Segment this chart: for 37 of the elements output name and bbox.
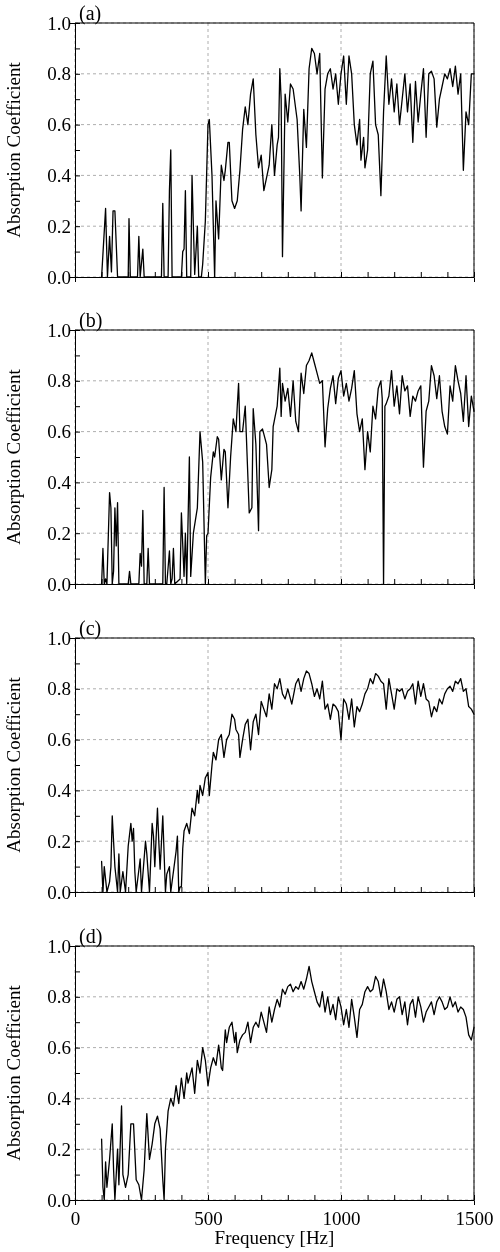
y-tick-label: 0.2: [47, 215, 71, 237]
y-tick-label: 1.0: [47, 12, 71, 34]
y-tick-label: 1.0: [47, 935, 71, 957]
y-tick-label: 0.8: [47, 370, 71, 392]
y-axis-title: Absorption Coefficient: [3, 368, 24, 545]
y-tick-label: 1.0: [47, 627, 71, 649]
y-tick-label: 0.0: [47, 881, 71, 903]
y-tick-label: 0.8: [47, 63, 71, 85]
chart-title: (b): [79, 309, 103, 332]
x-axis-title: Frequency [Hz]: [214, 1227, 335, 1248]
y-tick-label: 0.4: [47, 164, 72, 186]
x-tick-label: 500: [194, 1208, 223, 1230]
y-tick-label: 0.4: [47, 1087, 72, 1109]
x-tick-label: 1000: [322, 1208, 361, 1230]
y-tick-label: 0.6: [47, 114, 71, 136]
y-tick-label: 1.0: [47, 319, 71, 341]
y-tick-label: 0.6: [47, 421, 71, 443]
x-tick-label: 1500: [455, 1208, 494, 1230]
y-axis-title: Absorption Coefficient: [3, 984, 24, 1161]
x-tick-label: 0: [70, 1208, 81, 1230]
y-tick-label: 0.8: [47, 678, 71, 700]
y-tick-label: 0.2: [47, 830, 71, 852]
y-tick-label: 0.0: [47, 1189, 71, 1211]
chart-title: (a): [79, 2, 102, 25]
y-tick-label: 0.0: [47, 266, 71, 288]
y-tick-label: 0.4: [47, 471, 72, 493]
chart-title: (d): [79, 925, 103, 948]
y-axis-title: Absorption Coefficient: [3, 676, 24, 853]
y-tick-label: 0.6: [47, 729, 71, 751]
y-tick-label: 0.2: [47, 522, 71, 544]
y-axis-title: Absorption Coefficient: [3, 61, 24, 238]
chart-title: (c): [79, 617, 102, 640]
y-tick-label: 0.0: [47, 573, 71, 595]
y-tick-label: 0.2: [47, 1138, 71, 1160]
y-tick-label: 0.6: [47, 1037, 71, 1059]
y-tick-label: 0.8: [47, 986, 71, 1008]
y-tick-label: 0.4: [47, 779, 72, 801]
